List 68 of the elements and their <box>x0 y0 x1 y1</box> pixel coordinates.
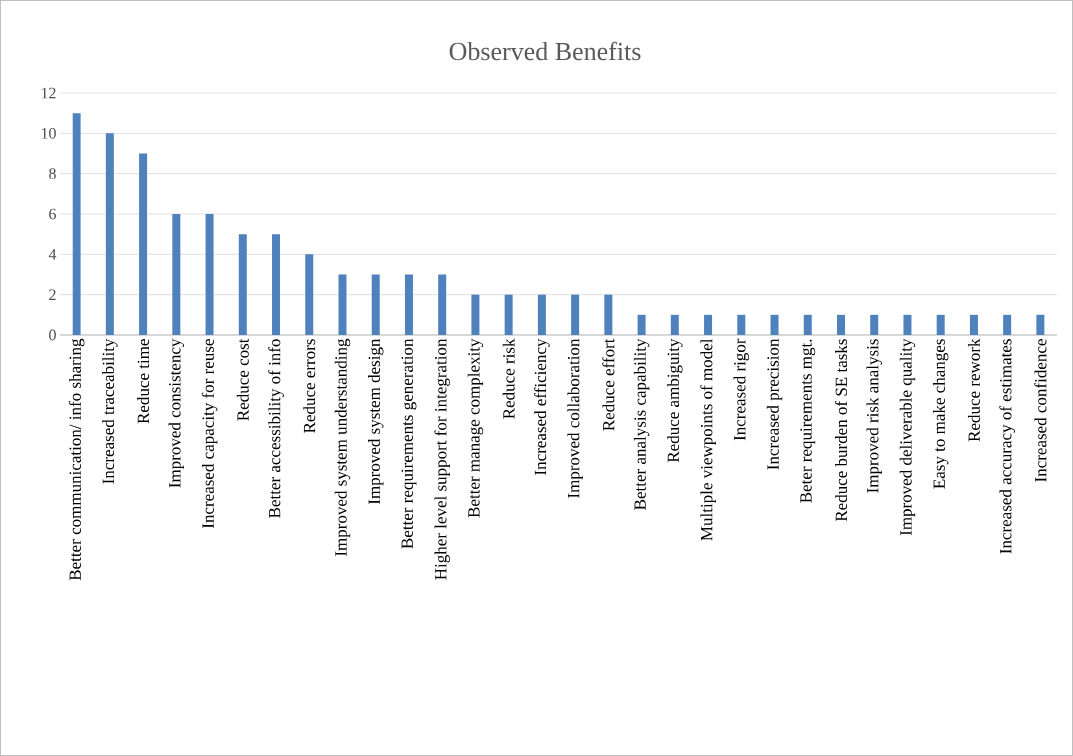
x-tick-label: Improved consistency <box>168 338 185 488</box>
x-tick-label: Improved risk analysis <box>866 339 882 493</box>
bar <box>338 274 347 335</box>
y-tick-label: 6 <box>49 208 56 220</box>
bar <box>969 314 978 335</box>
x-tick-label: Improved system understanding <box>334 338 351 557</box>
chart-title: Observed Benefits <box>449 41 641 61</box>
bar <box>903 314 912 335</box>
bar <box>371 274 380 335</box>
y-tick-label: 10 <box>41 127 56 139</box>
x-tick-label: Increased rigor <box>733 338 750 441</box>
y-tick-label: 2 <box>49 289 56 300</box>
bar <box>504 294 513 335</box>
x-tick-label: Increased traceability <box>102 338 118 484</box>
bar <box>770 314 779 335</box>
bar <box>305 254 314 335</box>
x-tick-label: Reduce effort <box>602 338 615 431</box>
x-tick-label: Reduce risk <box>502 338 515 419</box>
x-tick-label: Multiple viewpoints of model <box>700 338 716 541</box>
bar <box>1036 314 1045 335</box>
bar <box>105 133 114 335</box>
y-tick-label: 8 <box>49 168 56 180</box>
x-tick-label: Reduce rework <box>967 338 980 442</box>
bar <box>238 234 247 335</box>
x-tick-label: Better requirements generation <box>401 338 417 549</box>
x-tick-label: Better manage complexity <box>467 338 484 518</box>
x-tick-label: Improved deliverable quality <box>899 338 916 536</box>
bar <box>438 274 447 335</box>
x-tick-label: Reduce time <box>137 339 150 424</box>
x-tick-label: Reduce cost <box>236 338 249 421</box>
x-tick-label: Increased efficiency <box>534 338 550 475</box>
x-tick-label: Reduce burden of SE tasks <box>834 339 848 522</box>
x-tick-label: Higher level support for integration <box>434 338 451 580</box>
bar <box>836 314 845 335</box>
x-tick-label: Reduce errors <box>303 339 316 433</box>
bar <box>936 314 945 335</box>
bar <box>870 314 879 335</box>
x-tick-label: Better analysis capability <box>633 338 650 510</box>
x-tick-label: Better accessibility of info <box>268 339 284 518</box>
bar <box>404 274 413 335</box>
x-tick-label: Better communication/ info sharing <box>68 338 85 581</box>
bar <box>604 294 613 335</box>
y-tick-label: 0 <box>49 329 56 341</box>
bar <box>205 214 214 335</box>
x-tick-label: Increased accuracy of estimates <box>999 339 1015 554</box>
bar <box>737 314 746 335</box>
bar <box>571 294 580 335</box>
bar <box>537 294 546 335</box>
x-tick-label: Improved system design <box>367 338 384 505</box>
x-tick-label: Increased capacity for reuse <box>201 339 218 529</box>
bar <box>139 153 148 335</box>
x-tick-label: Beter requirements mgt. <box>800 339 816 503</box>
bar <box>272 234 281 335</box>
x-tick-label: Increased precision <box>766 338 783 470</box>
x-tick-label: Easy to make changes <box>932 339 949 489</box>
x-tick-label: Increased confidence <box>1034 339 1047 482</box>
bar <box>471 294 480 335</box>
bar <box>172 214 181 335</box>
x-tick-label: Improved collaboration <box>567 338 583 498</box>
bar <box>670 314 679 335</box>
y-tick-label: 4 <box>48 249 57 260</box>
bar <box>803 314 812 335</box>
bar <box>72 113 81 335</box>
bar <box>637 314 646 335</box>
bar <box>1003 314 1012 335</box>
bar <box>704 314 713 335</box>
x-tick-label: Reduce ambiguity <box>667 338 683 463</box>
y-tick-label: 12 <box>41 87 56 99</box>
